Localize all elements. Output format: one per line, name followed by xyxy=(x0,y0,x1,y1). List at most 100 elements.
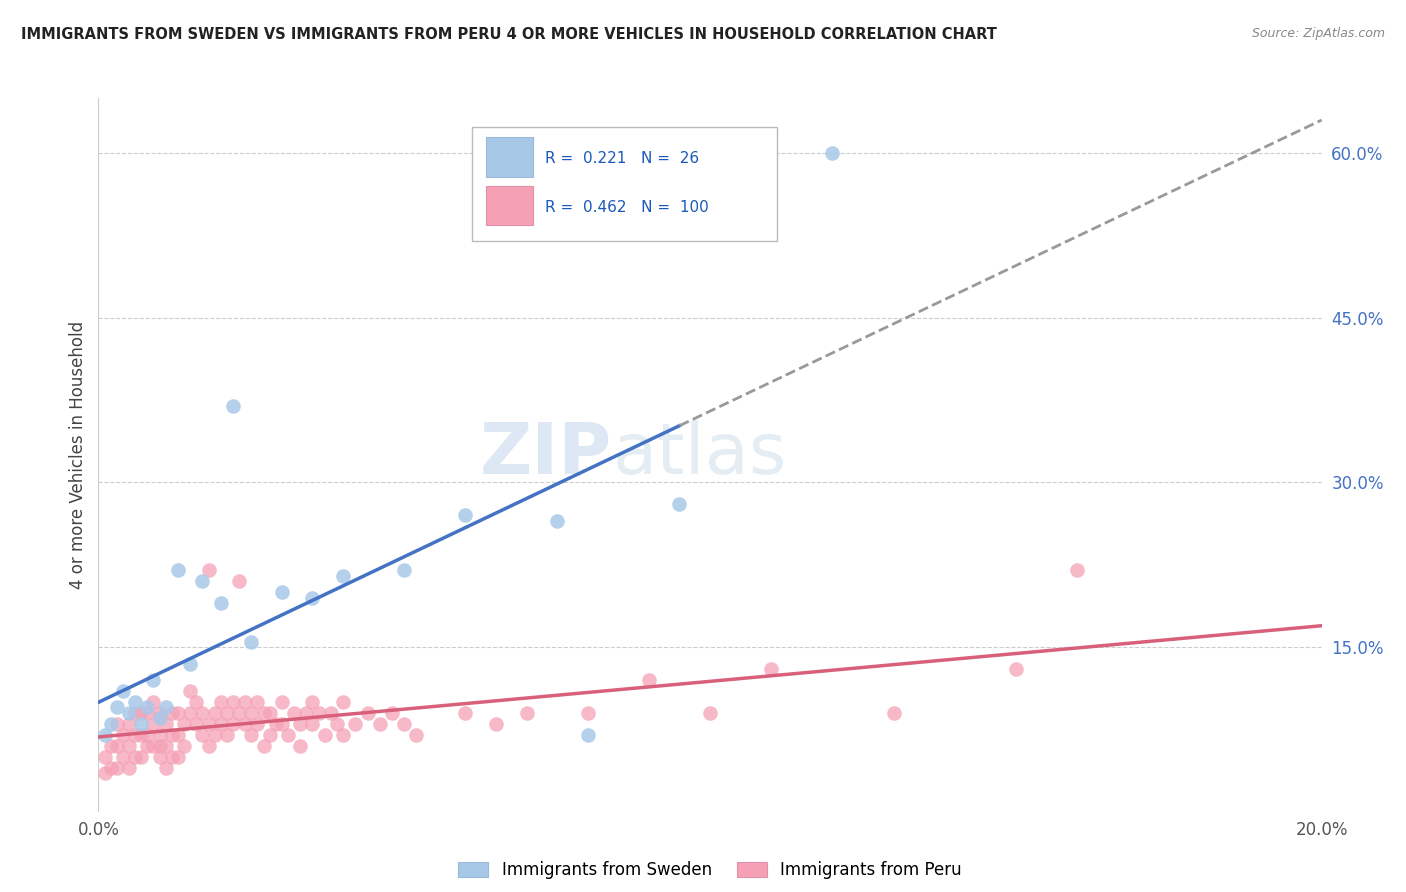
Point xyxy=(118,739,141,753)
Point xyxy=(381,706,404,720)
Point xyxy=(155,739,177,753)
Point xyxy=(270,717,292,731)
Point xyxy=(149,706,172,720)
Point xyxy=(167,706,190,720)
Text: Source: ZipAtlas.com: Source: ZipAtlas.com xyxy=(1251,27,1385,40)
Point xyxy=(167,728,190,742)
Point xyxy=(142,717,165,731)
Point xyxy=(149,749,172,764)
Point xyxy=(332,728,354,742)
Point xyxy=(264,717,287,731)
Point xyxy=(111,728,134,742)
Point xyxy=(637,673,661,687)
Point xyxy=(576,728,599,742)
Point xyxy=(93,749,115,764)
Point xyxy=(332,568,354,582)
Point xyxy=(270,695,292,709)
Point xyxy=(270,585,292,599)
Point xyxy=(356,706,378,720)
Point xyxy=(136,706,159,720)
Point xyxy=(209,596,232,610)
Point xyxy=(100,739,122,753)
Point xyxy=(93,728,115,742)
Point xyxy=(105,717,128,731)
Point xyxy=(259,728,281,742)
Point xyxy=(228,574,250,589)
Point xyxy=(319,706,342,720)
Point xyxy=(215,706,238,720)
Point xyxy=(129,728,152,742)
Point xyxy=(301,591,323,605)
Point xyxy=(142,673,165,687)
Point xyxy=(290,739,312,753)
Point xyxy=(392,563,416,577)
Point xyxy=(405,728,427,742)
Point xyxy=(149,728,172,742)
Point xyxy=(167,749,190,764)
Point xyxy=(301,695,323,709)
Point xyxy=(308,706,330,720)
Point xyxy=(197,563,219,577)
Point xyxy=(136,700,159,714)
Point xyxy=(93,766,115,780)
Point xyxy=(233,695,256,709)
Point xyxy=(111,684,134,698)
Point xyxy=(252,706,274,720)
Point xyxy=(191,706,214,720)
Point xyxy=(186,695,208,709)
FancyBboxPatch shape xyxy=(486,137,533,177)
Point xyxy=(100,761,122,775)
Point xyxy=(252,739,274,753)
Point xyxy=(209,717,232,731)
Point xyxy=(160,749,183,764)
Point xyxy=(179,657,201,671)
Point xyxy=(699,706,721,720)
Point xyxy=(124,749,146,764)
FancyBboxPatch shape xyxy=(471,127,778,241)
Point xyxy=(283,706,305,720)
Point xyxy=(454,706,477,720)
Point xyxy=(149,739,172,753)
Point xyxy=(1004,662,1026,676)
Point xyxy=(222,717,245,731)
Point xyxy=(246,695,269,709)
Point xyxy=(222,695,245,709)
Point xyxy=(516,706,538,720)
Point xyxy=(326,717,349,731)
Point xyxy=(191,574,214,589)
Point xyxy=(821,146,844,161)
Point xyxy=(240,728,263,742)
Point xyxy=(215,728,238,742)
Point xyxy=(155,761,177,775)
Point xyxy=(197,717,219,731)
Point xyxy=(118,706,141,720)
Point xyxy=(209,695,232,709)
Point xyxy=(277,728,299,742)
Point xyxy=(332,695,354,709)
Point xyxy=(290,717,312,731)
Text: atlas: atlas xyxy=(612,420,786,490)
Point xyxy=(233,717,256,731)
Point xyxy=(204,728,226,742)
Point xyxy=(546,514,568,528)
Point xyxy=(186,717,208,731)
Point xyxy=(179,684,201,698)
Point xyxy=(100,717,122,731)
Point xyxy=(142,695,165,709)
Point xyxy=(124,695,146,709)
Point xyxy=(105,761,128,775)
Point xyxy=(129,717,152,731)
Point xyxy=(259,706,281,720)
Y-axis label: 4 or more Vehicles in Household: 4 or more Vehicles in Household xyxy=(69,321,87,589)
Point xyxy=(118,761,141,775)
Point xyxy=(668,497,690,511)
FancyBboxPatch shape xyxy=(486,186,533,225)
Point xyxy=(576,706,599,720)
Text: R =  0.221   N =  26: R = 0.221 N = 26 xyxy=(546,152,699,166)
Text: IMMIGRANTS FROM SWEDEN VS IMMIGRANTS FROM PERU 4 OR MORE VEHICLES IN HOUSEHOLD C: IMMIGRANTS FROM SWEDEN VS IMMIGRANTS FRO… xyxy=(21,27,997,42)
Point xyxy=(160,728,183,742)
Point xyxy=(204,706,226,720)
Point xyxy=(240,706,263,720)
Point xyxy=(392,717,416,731)
Text: ZIP: ZIP xyxy=(479,420,612,490)
